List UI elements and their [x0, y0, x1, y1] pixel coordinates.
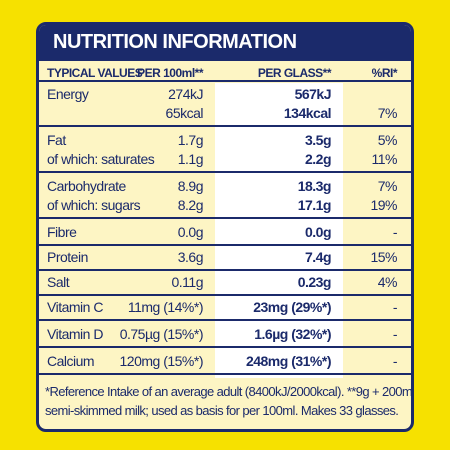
per-glass: 17.1g: [297, 197, 332, 213]
percent-ri: -: [392, 299, 398, 315]
footnote: *Reference Intake of an average adult (8…: [45, 384, 414, 399]
per-100ml: 0.75µg (15%*): [119, 326, 204, 342]
per-glass: 1.6µg (32%*): [254, 326, 331, 342]
percent-ri: 19%: [370, 197, 397, 213]
col-header: %RI*: [371, 66, 398, 80]
row-label: of which: sugars: [47, 197, 141, 213]
percent-ri: -: [392, 353, 398, 369]
nutrition-panel: NUTRITION INFORMATION TYPICAL VALUES PER…: [36, 22, 414, 432]
row-label: Fibre: [47, 224, 77, 240]
per-glass: 0.0g: [304, 224, 332, 240]
percent-ri: -: [392, 224, 398, 240]
per-glass: 2.2g: [304, 151, 332, 167]
per-100ml: 8.2g: [177, 197, 204, 213]
header-band: NUTRITION INFORMATION: [39, 25, 411, 61]
row-label: of which: saturates: [47, 151, 155, 167]
percent-ri: 7%: [377, 178, 398, 194]
separator: [39, 80, 411, 82]
footnote: semi-skimmed milk; used as basis for per…: [45, 403, 399, 418]
per-100ml: 3.6g: [177, 249, 204, 265]
per-100ml: 274kJ: [168, 86, 203, 102]
per-100ml: 8.9g: [177, 178, 204, 194]
per-glass: 7.4g: [304, 249, 332, 265]
per-glass: 18.3g: [297, 178, 332, 194]
per-100ml: 65kcal: [165, 105, 204, 121]
row-label: Energy: [47, 86, 89, 102]
percent-ri: 5%: [377, 132, 398, 148]
row-label: Carbohydrate: [47, 178, 126, 194]
per-100ml: 0.0g: [177, 224, 204, 240]
per-glass: 0.23g: [297, 274, 332, 290]
per-100ml: 1.7g: [177, 132, 204, 148]
col-header: PER 100ml**: [137, 66, 203, 80]
row-label: Fat: [47, 132, 66, 148]
percent-ri: 7%: [377, 105, 398, 121]
per-100ml: 120mg (15%*): [119, 353, 204, 369]
row-label: Vitamin C: [47, 299, 103, 315]
row-label: Salt: [47, 274, 70, 290]
per-glass: 248mg (31%*): [245, 353, 332, 369]
separator: [39, 319, 411, 321]
separator: [39, 125, 411, 127]
percent-ri: 4%: [377, 274, 398, 290]
separator: [39, 346, 411, 348]
title: NUTRITION INFORMATION: [53, 31, 297, 53]
separator: [39, 244, 411, 246]
per-100ml: 0.11g: [171, 274, 204, 290]
separator: [39, 171, 411, 173]
percent-ri: -: [392, 326, 398, 342]
row-label: Calcium: [47, 353, 95, 369]
separator: [39, 217, 411, 219]
per-100ml: 1.1g: [177, 151, 204, 167]
separator: [39, 269, 411, 271]
col-header: PER GLASS**: [257, 66, 332, 80]
per-glass-column: [215, 83, 343, 378]
per-glass: 23mg (29%*): [253, 299, 331, 315]
percent-ri: 15%: [370, 249, 397, 265]
per-100ml: 11mg (14%*): [127, 299, 204, 315]
per-glass: 3.5g: [304, 132, 332, 148]
row-label: Vitamin D: [47, 326, 103, 342]
per-glass: 134kcal: [283, 105, 332, 121]
percent-ri: 11%: [371, 151, 398, 167]
col-header: TYPICAL VALUES: [47, 66, 143, 80]
per-glass: 567kJ: [294, 86, 332, 102]
separator: [39, 373, 411, 375]
separator: [39, 294, 411, 296]
row-label: Protein: [47, 249, 88, 265]
